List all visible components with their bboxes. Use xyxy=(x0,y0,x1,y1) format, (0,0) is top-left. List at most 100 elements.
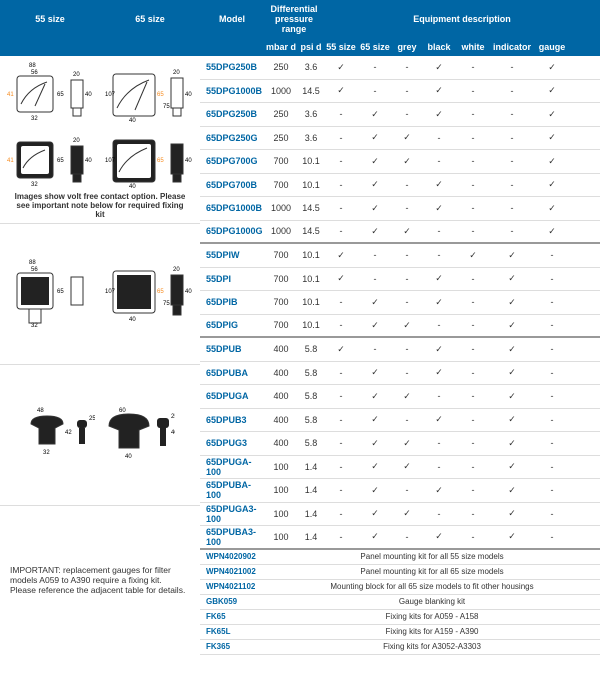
cell-indicator: - xyxy=(490,178,534,192)
cell-grey: - xyxy=(392,272,422,286)
hdr-s55: 55 size xyxy=(324,38,358,56)
cell-mbar: 700 xyxy=(264,318,298,332)
cell-model: 65DPG1000B xyxy=(200,201,264,215)
cell-gauge: - xyxy=(534,248,570,262)
dim-label: 32 xyxy=(43,450,50,456)
dim-label: 56 xyxy=(31,70,38,76)
cell-white: - xyxy=(456,483,490,497)
diagram-55-white: 88 56 41 65 32 40 20 xyxy=(7,60,95,122)
cell-psi: 5.8 xyxy=(298,389,324,403)
cell-indicator: ✓ xyxy=(490,342,534,357)
cell-psi: 1.4 xyxy=(298,507,324,521)
cell-55: ✓ xyxy=(324,83,358,98)
table-row: 55DPI70010.1✓--✓-✓- xyxy=(200,268,600,292)
cell-55: - xyxy=(324,507,358,521)
cell-indicator: ✓ xyxy=(490,248,534,263)
cell-black: - xyxy=(422,224,456,238)
cell-indicator: - xyxy=(490,60,534,74)
cell-white: - xyxy=(456,84,490,98)
cell-gauge: - xyxy=(534,483,570,497)
diagram-55-mushroom: 48 42 32 25 xyxy=(25,404,95,462)
hdr-mbar: mbar d xyxy=(264,38,298,56)
data-table: 55DPG250B2503.6✓--✓--✓55DPG1000B100014.5… xyxy=(200,56,600,655)
cell-psi: 10.1 xyxy=(298,178,324,192)
cell-indicator: ✓ xyxy=(490,412,534,427)
cell-mbar: 700 xyxy=(264,178,298,192)
hdr-black: black xyxy=(422,38,456,56)
cell-white: - xyxy=(456,272,490,286)
cell-mbar: 250 xyxy=(264,60,298,74)
dim-label: 40 xyxy=(185,158,192,164)
cell-mbar: 700 xyxy=(264,295,298,309)
cell-white: ✓ xyxy=(456,248,490,263)
cell-black: ✓ xyxy=(422,342,456,357)
cell-grey: ✓ xyxy=(392,130,422,145)
cell-65: ✓ xyxy=(358,436,392,451)
image-note: Images show volt free contact option. Pl… xyxy=(4,192,196,219)
cell-65: - xyxy=(358,342,392,356)
dim-label: 41 xyxy=(7,92,14,98)
cell-psi: 10.1 xyxy=(298,154,324,168)
cell-65: - xyxy=(358,60,392,74)
cell-description: Panel mounting kit for all 65 size model… xyxy=(264,567,600,576)
cell-black: - xyxy=(422,154,456,168)
table-row: 55DPIW70010.1✓---✓✓- xyxy=(200,244,600,268)
cell-psi: 10.1 xyxy=(298,272,324,286)
cell-black: ✓ xyxy=(422,483,456,498)
cell-grey: ✓ xyxy=(392,318,422,333)
cell-55: - xyxy=(324,295,358,309)
cell-psi: 5.8 xyxy=(298,342,324,356)
cell-65: - xyxy=(358,84,392,98)
cell-65: ✓ xyxy=(358,177,392,192)
cell-55: - xyxy=(324,154,358,168)
hdr-equip: Equipment description xyxy=(324,0,600,38)
important-note-text: IMPORTANT: replacement gauges for filter… xyxy=(10,565,190,595)
cell-model: 65DPG1000G xyxy=(200,224,264,238)
cell-gauge: - xyxy=(534,342,570,356)
cell-55: - xyxy=(324,366,358,380)
cell-indicator: ✓ xyxy=(490,506,534,521)
cell-65: ✓ xyxy=(358,529,392,544)
cell-gauge: - xyxy=(534,507,570,521)
cell-indicator: - xyxy=(490,131,534,145)
cell-mbar: 400 xyxy=(264,436,298,450)
cell-65: ✓ xyxy=(358,389,392,404)
cell-mbar: 700 xyxy=(264,272,298,286)
dim-label: 40 xyxy=(185,289,192,295)
table-row: 55DPG1000B100014.5✓--✓--✓ xyxy=(200,80,600,104)
dim-label: 65 xyxy=(157,92,164,98)
cell-black: - xyxy=(422,436,456,450)
cell-55: - xyxy=(324,460,358,474)
accessory-row: WPN4021002Panel mounting kit for all 65 … xyxy=(200,565,600,580)
accessory-row: FK365Fixing kits for A3052-A3303 xyxy=(200,640,600,655)
accessory-row: WPN4021102Mounting block for all 65 size… xyxy=(200,580,600,595)
accessory-row: FK65LFixing kits for A159 - A390 xyxy=(200,625,600,640)
hdr-s65: 65 size xyxy=(358,38,392,56)
cell-grey: - xyxy=(392,107,422,121)
cell-model: GBK059 xyxy=(200,597,264,606)
table-row: 65DPG700G70010.1-✓✓---✓ xyxy=(200,150,600,174)
cell-psi: 5.8 xyxy=(298,413,324,427)
cell-65: ✓ xyxy=(358,201,392,216)
cell-white: - xyxy=(456,178,490,192)
dim-label: 65 xyxy=(57,289,64,295)
cell-white: - xyxy=(456,507,490,521)
cell-mbar: 400 xyxy=(264,389,298,403)
dim-label: 107 xyxy=(105,158,116,164)
cell-mbar: 100 xyxy=(264,483,298,497)
cell-black: ✓ xyxy=(422,529,456,544)
cell-65: ✓ xyxy=(358,412,392,427)
cell-description: Panel mounting kit for all 55 size model… xyxy=(264,552,600,561)
cell-psi: 1.4 xyxy=(298,530,324,544)
table-row: 65DPUGA-1001001.4-✓✓--✓- xyxy=(200,456,600,480)
cell-55: ✓ xyxy=(324,342,358,357)
cell-model: 55DPI xyxy=(200,272,264,286)
table-row: 65DPUBA4005.8-✓-✓-✓- xyxy=(200,362,600,386)
diagram-65-black: 107 65 40 40 xyxy=(105,126,193,188)
cell-grey: - xyxy=(392,295,422,309)
cell-mbar: 700 xyxy=(264,154,298,168)
cell-grey: - xyxy=(392,248,422,262)
cell-indicator: ✓ xyxy=(490,483,534,498)
cell-model: 65DPUGA xyxy=(200,389,264,403)
dim-label: 40 xyxy=(129,118,136,122)
